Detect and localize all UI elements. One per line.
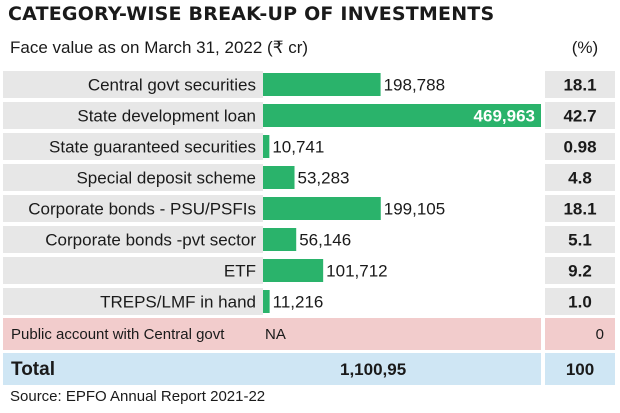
- value-bar: [263, 290, 270, 313]
- value-bar: [263, 73, 381, 96]
- chart-title: CATEGORY-WISE BREAK-UP OF INVESTMENTS: [8, 3, 495, 25]
- value-bar: [263, 197, 381, 220]
- na-value-label: NA: [265, 326, 286, 343]
- percent-column-header: (%): [571, 38, 599, 57]
- total-row-background: [3, 353, 541, 385]
- value-label: 56,146: [299, 231, 351, 250]
- total-percent-cell: [545, 353, 615, 385]
- category-label: TREPS/LMF in hand: [100, 293, 256, 312]
- na-row-background: [3, 318, 541, 350]
- na-percent-label: 0: [596, 326, 604, 343]
- percent-cell: [545, 164, 615, 191]
- percent-label: 5.1: [568, 231, 592, 250]
- percent-cell: [545, 226, 615, 253]
- percent-cell: [545, 257, 615, 284]
- category-label-cell: [3, 195, 263, 222]
- value-label: 199,105: [384, 200, 445, 219]
- category-label-cell: [3, 71, 263, 98]
- value-label: 469,963: [474, 107, 535, 126]
- percent-label: 18.1: [563, 200, 596, 219]
- value-bar: [263, 259, 324, 282]
- percent-cell: [545, 133, 615, 160]
- total-label: Total: [11, 359, 55, 380]
- percent-cell: [545, 102, 615, 129]
- category-label-cell: [3, 133, 263, 160]
- category-label: Central govt securities: [88, 76, 256, 95]
- total-value-label: 1,100,95: [340, 360, 406, 379]
- category-label-cell: [3, 257, 263, 284]
- investment-bar-chart: Central govt securities 198,788 18.1 State …: [3, 71, 615, 385]
- value-label: 53,283: [298, 169, 350, 188]
- category-label-cell: [3, 164, 263, 191]
- category-label: Corporate bonds - PSU/PSFIs: [28, 200, 256, 219]
- percent-cell: [545, 71, 615, 98]
- source-note: Source: EPFO Annual Report 2021-22: [10, 388, 266, 405]
- value-bar: [263, 135, 270, 158]
- value-label: 10,741: [272, 138, 324, 157]
- na-row-label: Public account with Central govt: [11, 326, 225, 343]
- category-label: Corporate bonds -pvt sector: [45, 231, 256, 250]
- category-label-cell: [3, 226, 263, 253]
- percent-label: 9.2: [568, 262, 592, 281]
- category-label-cell: [3, 102, 263, 129]
- total-percent-label: 100: [566, 360, 594, 379]
- value-label: 101,712: [326, 262, 387, 281]
- percent-label: 1.0: [568, 293, 592, 312]
- category-label: State development loan: [77, 107, 256, 126]
- value-bar: [263, 228, 297, 251]
- category-label: ETF: [224, 262, 256, 281]
- percent-cell: [545, 195, 615, 222]
- percent-label: 0.98: [563, 138, 596, 157]
- category-label-cell: [3, 288, 263, 315]
- percent-cell: [545, 288, 615, 315]
- percent-label: 18.1: [563, 76, 596, 95]
- value-label: 11,216: [273, 293, 324, 312]
- value-label: 198,788: [384, 76, 445, 95]
- value-bar: [263, 104, 541, 127]
- percent-label: 42.7: [563, 107, 596, 126]
- percent-label: 4.8: [568, 169, 592, 188]
- chart-subtitle: Face value as on March 31, 2022 (₹ cr): [10, 38, 309, 57]
- value-bar: [263, 166, 295, 189]
- category-label: State guaranteed securities: [49, 138, 256, 157]
- category-label: Special deposit scheme: [76, 169, 256, 188]
- na-percent-cell: [545, 318, 615, 350]
